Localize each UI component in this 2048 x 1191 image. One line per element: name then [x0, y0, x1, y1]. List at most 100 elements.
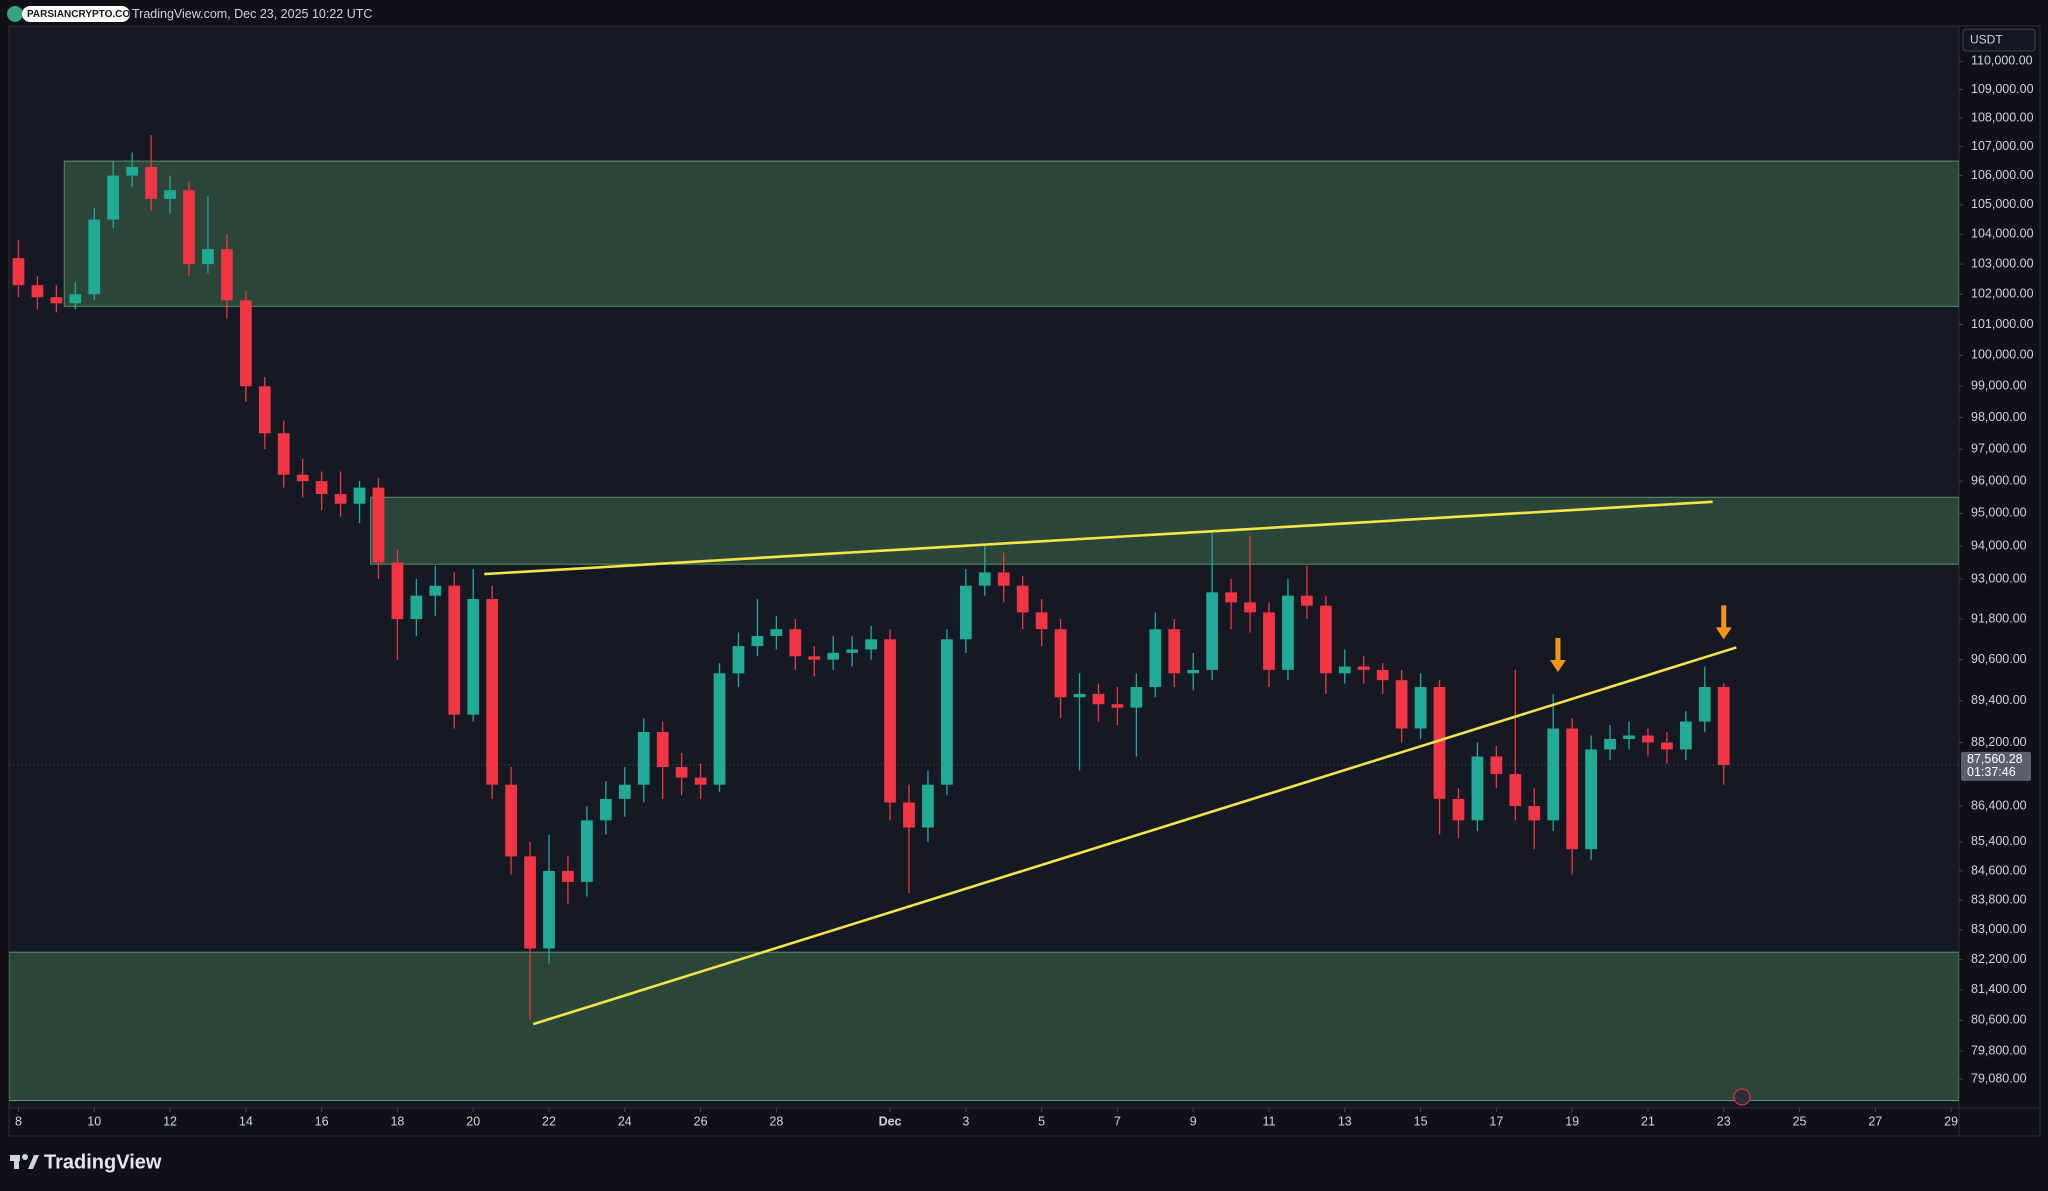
x-tick-label: 27 — [1868, 1114, 1882, 1128]
event-icon — [1733, 1088, 1751, 1106]
candle-body — [315, 481, 328, 495]
x-tick-label: 23 — [1717, 1114, 1731, 1128]
x-tick-label: 29 — [1944, 1114, 1958, 1128]
candle-body — [1168, 629, 1181, 674]
x-tick-label: 13 — [1338, 1114, 1352, 1128]
candle-body — [713, 673, 726, 785]
candle-body — [1547, 728, 1560, 821]
candle-body — [1301, 595, 1313, 606]
candle-body — [145, 166, 157, 199]
candle-body — [164, 190, 176, 199]
y-tick-label: 103,000.00 — [1971, 256, 2034, 270]
candle-body — [277, 433, 290, 475]
candle-body — [732, 646, 745, 674]
candle-body — [997, 572, 1010, 586]
x-tick-label: 5 — [1038, 1114, 1045, 1128]
zone — [9, 951, 1959, 1102]
x-tick-label: 15 — [1414, 1114, 1428, 1128]
candle-body — [1661, 742, 1673, 750]
last-price-box — [1961, 751, 2031, 781]
y-tick-label: 88,200.00 — [1971, 735, 2027, 749]
x-tick-label: 19 — [1565, 1114, 1579, 1128]
candle-body — [505, 784, 517, 857]
candle-body — [221, 249, 233, 301]
candle-body — [1225, 592, 1237, 603]
watermark: PARSIANCRYPTO.COM — [27, 9, 139, 20]
x-tick-label: 11 — [1263, 1114, 1276, 1128]
candle-body — [1433, 687, 1446, 799]
x-tick-label: 17 — [1489, 1114, 1503, 1128]
candle-body — [637, 731, 650, 785]
watermark-icon — [7, 6, 23, 22]
zone — [63, 160, 1959, 307]
x-tick-label: 9 — [1190, 1114, 1197, 1128]
y-tick-label: 104,000.00 — [1971, 227, 2034, 241]
y-tick-label: 93,000.00 — [1971, 571, 2027, 585]
x-tick-label: 20 — [466, 1114, 480, 1128]
candle-body — [296, 474, 309, 482]
candle-body — [618, 784, 631, 799]
y-tick-label: 90,600.00 — [1971, 652, 2027, 666]
y-tick-label: 94,000.00 — [1971, 538, 2027, 552]
x-tick-label: 8 — [15, 1114, 22, 1128]
candle-body — [31, 285, 44, 298]
x-tick-label: 28 — [769, 1114, 783, 1128]
y-tick-label: 101,000.00 — [1971, 317, 2034, 331]
currency: USDT — [1970, 33, 2003, 47]
candle-body — [372, 487, 385, 563]
y-tick-label: 89,400.00 — [1971, 693, 2027, 707]
y-tick-label: 106,000.00 — [1971, 168, 2034, 182]
candle-body — [1376, 669, 1389, 681]
candle-body — [126, 166, 139, 176]
candle-body — [429, 585, 442, 596]
candle-body — [1263, 612, 1275, 670]
candle-body — [827, 652, 840, 660]
candle-body — [1414, 687, 1427, 729]
candle-body — [865, 639, 877, 650]
logo-part — [28, 1155, 39, 1169]
candle-body — [12, 258, 25, 286]
x-tick-label: 25 — [1793, 1114, 1807, 1128]
x-tick-label: 10 — [87, 1114, 101, 1128]
candle-body — [1490, 756, 1503, 775]
candle-body — [1282, 595, 1294, 670]
candle-body — [959, 585, 972, 640]
y-tick-label: 85,400.00 — [1971, 834, 2027, 848]
candle-body — [581, 820, 593, 882]
candle-body — [599, 798, 612, 821]
brand-logo — [10, 1154, 39, 1169]
candle-body — [922, 784, 934, 828]
frame — [8, 25, 2041, 1137]
y-tick-label: 79,800.00 — [1971, 1043, 2027, 1057]
candle-body — [69, 294, 82, 304]
candle-body — [1206, 592, 1219, 670]
candle-body — [334, 494, 347, 504]
candle-body — [808, 656, 821, 660]
y-tick-label: 98,000.00 — [1971, 410, 2027, 424]
candle-body — [88, 219, 101, 295]
candle-body — [543, 870, 555, 949]
candle-body — [1111, 704, 1124, 708]
x-tick-label: Dec — [879, 1114, 902, 1128]
candle-body — [978, 572, 991, 586]
candle-body — [751, 635, 764, 647]
candle-body — [353, 487, 366, 504]
x-tick-label: 16 — [315, 1114, 329, 1128]
candle-body — [1149, 629, 1162, 688]
candle-body — [694, 777, 707, 785]
x-tick-label: 12 — [163, 1114, 177, 1128]
candle-body — [1452, 798, 1465, 821]
candle-body — [107, 175, 120, 220]
candle-body — [1471, 756, 1484, 821]
candle-body — [448, 585, 461, 715]
trendline — [484, 500, 1713, 576]
candle-body — [1073, 693, 1086, 698]
y-tick-label: 100,000.00 — [1971, 348, 2034, 362]
y-tick-label: 105,000.00 — [1971, 197, 2034, 211]
candle-body — [524, 856, 536, 949]
candle-body — [789, 629, 802, 657]
countdown: 01:37:46 — [1967, 765, 2016, 779]
candle-body — [1319, 605, 1332, 674]
y-tick-label: 91,800.00 — [1971, 611, 2027, 625]
candle-body — [1035, 612, 1048, 630]
